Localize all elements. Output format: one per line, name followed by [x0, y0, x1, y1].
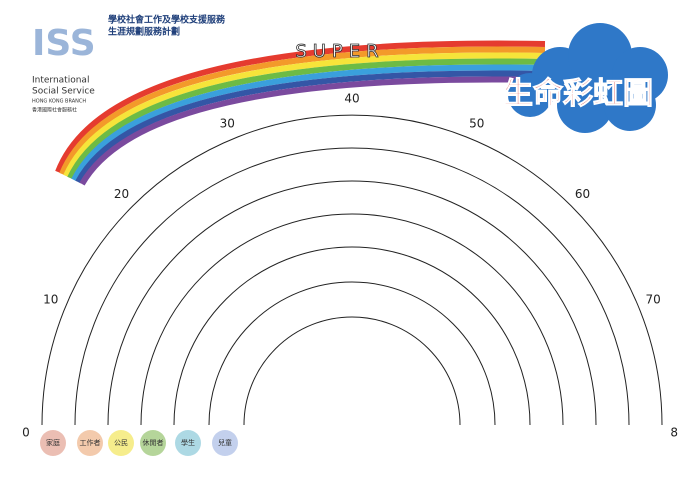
role-badge — [40, 430, 66, 456]
org-line: 學校社會工作及學校支援服務 — [108, 14, 226, 26]
role-badge — [140, 430, 166, 456]
role-badge — [212, 430, 238, 456]
age-label: 10 — [43, 293, 58, 307]
cloud — [508, 23, 668, 133]
arcs — [41, 114, 663, 426]
role-badge — [175, 430, 201, 456]
arc — [208, 281, 496, 426]
role-badge — [77, 430, 103, 456]
logo: ISS — [32, 23, 96, 64]
age-label: 80 — [670, 426, 678, 440]
arc — [107, 180, 597, 426]
rainbow-banner — [55, 40, 546, 186]
age-label: 30 — [220, 116, 235, 130]
arc — [140, 213, 564, 426]
age-label: 0 — [22, 426, 30, 440]
arc — [74, 147, 630, 426]
role-label: 兒童 — [218, 438, 232, 447]
age-label: 20 — [114, 187, 129, 201]
age-label: 70 — [646, 293, 661, 307]
role-label: 學生 — [181, 438, 195, 447]
org-chinese: 香港國際社會服務社 — [32, 107, 77, 114]
banner: SUPER — [295, 41, 384, 62]
age-label: 50 — [469, 116, 484, 130]
org-english: Social Service — [32, 87, 95, 97]
arc — [41, 114, 663, 426]
role-label: 工作者 — [80, 438, 101, 447]
arc — [243, 316, 461, 426]
role-label: 家庭 — [46, 438, 60, 447]
age-label: 40 — [344, 92, 359, 106]
arc — [173, 246, 531, 426]
role-label: 公民 — [114, 439, 128, 447]
age-label: 60 — [575, 187, 590, 201]
org-english: International — [32, 76, 89, 86]
role-badge — [108, 430, 134, 456]
role-label: 休閒者 — [143, 438, 164, 447]
org-line: 生涯規劃服務計劃 — [108, 26, 180, 38]
title: 生命彩虹圖 — [503, 77, 653, 112]
branch: HONG KONG BRANCH — [32, 99, 86, 105]
